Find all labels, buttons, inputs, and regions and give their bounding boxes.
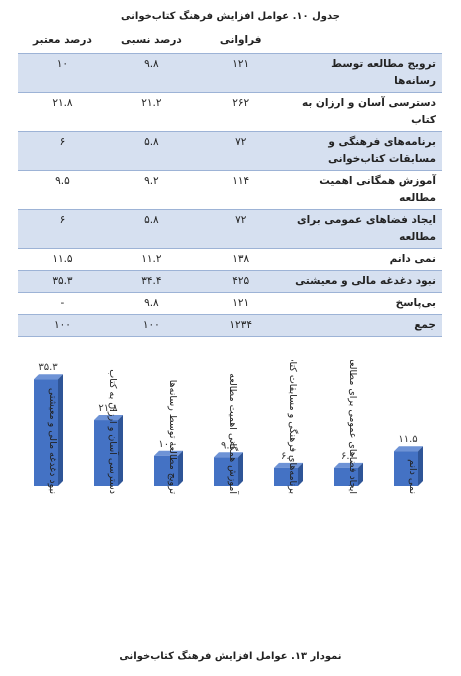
bar-top (34, 374, 63, 380)
table-row: نمی دانم ۱۳۸ ۱۱.۲ ۱۱.۵ (18, 248, 442, 271)
bar-value-label: ۱۱.۵ (398, 434, 417, 445)
bar-value-label: ۲۱.۸ (98, 403, 118, 414)
row-relative-percent: ۹.۲ (106, 170, 196, 210)
bar-top (394, 446, 423, 452)
row-relative-percent: ۵.۸ (106, 209, 196, 249)
row-label: ایجاد فضاهای عمومی برای مطالعه (285, 209, 442, 249)
bar (394, 451, 418, 486)
bar (94, 420, 118, 486)
bar (154, 455, 178, 486)
header-frequency: فراوانی (195, 30, 286, 54)
row-valid-percent: ۶ (18, 209, 107, 249)
bar-top (214, 452, 243, 458)
row-relative-percent: ۱۰۰ (106, 314, 196, 337)
bar-value-label: ۶.۰ (281, 451, 295, 462)
row-frequency: ۱۲۱ (195, 292, 286, 315)
bar-side (358, 462, 363, 486)
table-caption: جدول ۱۰. عوامل افزایش فرهنگ کتاب‌خوانی (121, 11, 340, 22)
row-label: نبود دغدغه مالی و معیشتی (285, 270, 442, 293)
table-row: دسترسی آسان و ارزان به کتاب ۲۶۲ ۲۱.۲ ۲۱.… (18, 92, 442, 132)
bar (274, 467, 298, 486)
bar-top (274, 462, 303, 468)
bar-side (238, 452, 243, 486)
bar-value-label: ۱۰.۰ (158, 439, 177, 450)
table-total-row: جمع ۱۲۳۴ ۱۰۰ ۱۰۰ (18, 314, 442, 337)
row-valid-percent: ۱۰ (18, 53, 107, 93)
row-label: دسترسی آسان و ارزان به کتاب (285, 92, 442, 132)
row-valid-percent: ۲۱.۸ (18, 92, 107, 132)
row-valid-percent: ۹.۵ (18, 170, 107, 210)
bar-side (298, 462, 303, 486)
category-label: نبود دغدغه مالی و معیشتی (47, 388, 58, 494)
table-row: برنامه‌های فرهنگی و مسابقات کتاب‌خوانی ۷… (18, 131, 442, 171)
row-frequency: ۱۲۳۴ (195, 314, 286, 337)
row-relative-percent: ۹.۸ (106, 53, 196, 93)
table-row: نبود دغدغه مالی و معیشتی ۴۲۵ ۳۴.۴ ۳۵.۳ (18, 270, 442, 293)
table-row: آموزش همگانی اهمیت مطالعه ۱۱۴ ۹.۲ ۹.۵ (18, 170, 442, 210)
bar-value-label: ۹.۵ (221, 440, 235, 451)
category-label: ترویج مطالعه توسط رسانه‌ها (167, 380, 178, 495)
bar-top (94, 415, 123, 421)
row-label: برنامه‌های فرهنگی و مسابقات کتاب‌خوانی (285, 131, 442, 171)
row-relative-percent: ۱۱.۲ (106, 248, 196, 271)
bar-value-label: ۶.۰ (341, 451, 355, 462)
row-frequency: ۱۱۴ (195, 170, 286, 210)
header-label (285, 30, 442, 54)
bar-value-label: ۳۵.۳ (38, 362, 58, 373)
row-relative-percent: ۵.۸ (106, 131, 196, 171)
table-header-row: فراوانی درصد نسبی درصد معتبر (18, 30, 442, 54)
bar (34, 379, 58, 486)
row-relative-percent: ۲۱.۲ (106, 92, 196, 132)
bar (214, 457, 238, 486)
table-row: ترویج مطالعه توسط رسانه‌ها ۱۲۱ ۹.۸ ۱۰ (18, 53, 442, 93)
row-label: نمی دانم (285, 248, 442, 271)
row-valid-percent: ۱۱.۵ (18, 248, 107, 271)
category-label: آموزش همگانی اهمیت مطالعه (227, 373, 240, 494)
bar-top (334, 462, 363, 468)
factors-table: فراوانی درصد نسبی درصد معتبر ترویج مطالع… (18, 30, 442, 337)
bar-side (418, 446, 423, 486)
row-label: ترویج مطالعه توسط رسانه‌ها (285, 53, 442, 93)
row-valid-percent: ۳۵.۳ (18, 270, 107, 293)
header-valid-percent: درصد معتبر (18, 30, 107, 54)
category-label: دسترسی آسان و ارزان به کتاب (107, 369, 120, 494)
row-label: آموزش همگانی اهمیت مطالعه (285, 170, 442, 210)
row-frequency: ۱۳۸ (195, 248, 286, 271)
row-valid-percent: - (18, 292, 107, 315)
row-frequency: ۱۲۱ (195, 53, 286, 93)
category-label: نمی دانم (407, 459, 418, 494)
row-valid-percent: ۱۰۰ (18, 314, 107, 337)
row-frequency: ۷۲ (195, 209, 286, 249)
row-relative-percent: ۳۴.۴ (106, 270, 196, 293)
header-relative-percent: درصد نسبی (106, 30, 196, 54)
row-label: جمع (285, 314, 442, 337)
row-valid-percent: ۶ (18, 131, 107, 171)
row-label: بی‌پاسخ (285, 292, 442, 315)
category-label: برنامه‌های فرهنگی و مسابقات کتاب‌خوانی (287, 360, 299, 494)
row-relative-percent: ۹.۸ (106, 292, 196, 315)
table-row: بی‌پاسخ ۱۲۱ ۹.۸ - (18, 292, 442, 315)
bar (334, 467, 358, 486)
figure-caption: نمودار ۱۳. عوامل افزایش فرهنگ کتاب‌خوانی (119, 651, 342, 662)
row-frequency: ۷۲ (195, 131, 286, 171)
bar-side (118, 415, 123, 486)
bar-side (178, 450, 183, 486)
row-frequency: ۴۲۵ (195, 270, 286, 293)
row-frequency: ۲۶۲ (195, 92, 286, 132)
category-label: ایجاد فضاهای عمومی برای مطالعه (347, 360, 358, 494)
bar-side (58, 374, 63, 486)
table-row: ایجاد فضاهای عمومی برای مطالعه ۷۲ ۵.۸ ۶ (18, 209, 442, 249)
bar-top (154, 450, 183, 456)
